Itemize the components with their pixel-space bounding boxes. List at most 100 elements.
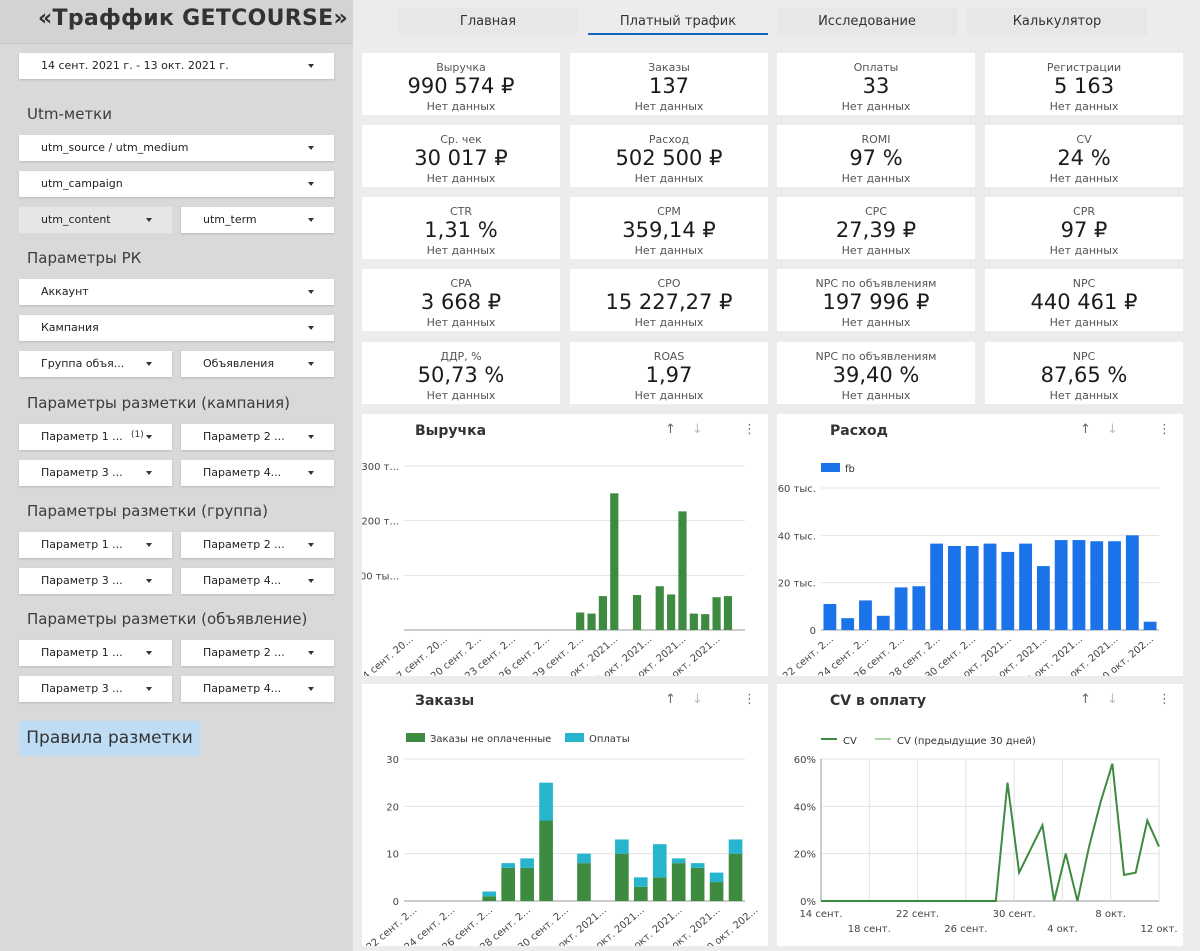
more-vert-icon[interactable]: ⋮ — [743, 422, 756, 437]
bar-paid — [539, 782, 553, 821]
filter-campaign[interactable]: Кампания — [19, 315, 334, 341]
filter-label: utm_content — [41, 213, 111, 226]
metric-title: NPC — [1072, 277, 1096, 290]
filter-campaign-param-1[interactable]: Параметр 1 ... (1) — [19, 424, 172, 450]
tab-main[interactable]: Главная — [398, 8, 578, 35]
metric-title: ROAS — [653, 350, 685, 363]
filter-label: utm_term — [203, 213, 257, 226]
metric-comparison: Нет данных — [426, 244, 496, 257]
filter-ad-group[interactable]: Группа объя... — [19, 351, 172, 377]
filter-label: Параметр 1 ... — [41, 430, 123, 443]
filter-utm-campaign[interactable]: utm_campaign — [19, 171, 334, 197]
filter-group-param-1[interactable]: Параметр 1 ... — [19, 532, 172, 558]
more-vert-icon[interactable]: ⋮ — [1158, 422, 1171, 437]
filter-ad-param-3[interactable]: Параметр 3 ... — [19, 676, 172, 702]
filter-ads[interactable]: Объявления — [181, 351, 334, 377]
filter-ad-param-2[interactable]: Параметр 2 ... — [181, 640, 334, 666]
chevron-down-icon — [308, 218, 314, 222]
arrow-down-icon[interactable]: ↓ — [1107, 422, 1118, 437]
arrow-up-icon[interactable]: ↑ — [1080, 422, 1091, 437]
spend-chart-panel: 60 тыс. 40 тыс. 20 тыс. 0 22 сент. 2... 24 се… — [777, 414, 1183, 676]
bar — [1125, 535, 1139, 630]
filter-group-param-4[interactable]: Параметр 4... — [181, 568, 334, 594]
metric-comparison: Нет данных — [841, 389, 911, 402]
arrow-down-icon[interactable]: ↓ — [692, 422, 703, 437]
metric-value: 97 % — [849, 146, 903, 170]
chevron-down-icon — [308, 362, 314, 366]
arrow-up-icon[interactable]: ↑ — [665, 422, 676, 437]
metric-card: CPC 27,39 ₽ Нет данных — [777, 197, 975, 259]
spend-chart: 60 тыс.40 тыс.20 тыс.022 сент. 2...24 се… — [778, 463, 1159, 676]
filter-label: Параметр 4... — [203, 682, 282, 695]
bar-unpaid — [615, 853, 629, 901]
legend-label: CV (предыдущие 30 дней) — [897, 736, 1036, 747]
filter-group-param-2[interactable]: Параметр 2 ... — [181, 532, 334, 558]
filter-label: Параметр 2 ... — [203, 430, 285, 443]
metric-value: 1,31 % — [424, 218, 498, 242]
metric-comparison: Нет данных — [634, 100, 704, 113]
bar-unpaid — [501, 867, 516, 901]
bar — [598, 596, 608, 630]
bar — [841, 618, 855, 630]
chevron-down-icon — [308, 146, 314, 150]
tab-calculator[interactable]: Калькулятор — [967, 8, 1147, 35]
filter-ad-param-1[interactable]: Параметр 1 ... — [19, 640, 172, 666]
metric-title: Выручка — [436, 61, 486, 74]
bar — [610, 493, 619, 630]
filter-campaign-param-3[interactable]: Параметр 3 ... — [19, 460, 172, 486]
more-vert-icon[interactable]: ⋮ — [1158, 692, 1171, 707]
chevron-down-icon — [308, 579, 314, 583]
arrow-down-icon[interactable]: ↓ — [692, 692, 703, 707]
legend-label: CV — [843, 736, 857, 747]
bar — [1036, 566, 1050, 630]
markup-rules-button[interactable]: Правила разметки — [19, 721, 200, 756]
metric-card: ROAS 1,97 Нет данных — [570, 342, 768, 404]
chevron-down-icon — [146, 218, 152, 222]
metric-value: 27,39 ₽ — [835, 218, 917, 242]
tab-research[interactable]: Исследование — [777, 8, 957, 35]
filter-group-param-3[interactable]: Параметр 3 ... — [19, 568, 172, 594]
metric-value: 24 % — [1057, 146, 1111, 170]
filter-utm-content[interactable]: utm_content — [19, 207, 172, 233]
bar — [576, 612, 585, 630]
metric-comparison: Нет данных — [426, 172, 496, 185]
bar-unpaid — [671, 863, 686, 901]
filter-campaign-param-2[interactable]: Параметр 2 ... — [181, 424, 334, 450]
bar — [930, 543, 944, 630]
metric-card: CTR 1,31 % Нет данных — [362, 197, 560, 259]
bar — [701, 614, 710, 630]
tab-paid-traffic[interactable]: Платный трафик — [588, 8, 768, 35]
chart-title: Выручка — [415, 423, 487, 439]
metric-title: NPC по объявлениям — [815, 350, 937, 363]
metric-value: 137 — [648, 74, 690, 98]
filter-utm-term[interactable]: utm_term — [181, 207, 334, 233]
bar — [859, 600, 872, 630]
date-range-picker[interactable]: 14 сент. 2021 г. - 13 окт. 2021 г. — [19, 53, 334, 79]
arrow-down-icon[interactable]: ↓ — [1107, 692, 1118, 707]
metric-comparison: Нет данных — [1049, 389, 1119, 402]
metric-value: 30 017 ₽ — [414, 146, 508, 170]
metric-comparison: Нет данных — [1049, 172, 1119, 185]
bar — [823, 603, 837, 630]
arrow-up-icon[interactable]: ↑ — [665, 692, 676, 707]
legend-label: Заказы не оплаченные — [430, 734, 551, 745]
bar-unpaid — [633, 886, 648, 901]
metric-title: CPR — [1073, 205, 1095, 218]
metric-title: Оплаты — [853, 61, 899, 74]
filter-utm-source-medium[interactable]: utm_source / utm_medium — [19, 135, 334, 161]
cv-line — [821, 763, 1160, 902]
filter-account[interactable]: Аккаунт — [19, 279, 334, 305]
metric-value: 440 461 ₽ — [1030, 290, 1138, 314]
more-vert-icon[interactable]: ⋮ — [743, 692, 756, 707]
chevron-down-icon — [146, 651, 152, 655]
filter-campaign-param-4[interactable]: Параметр 4... — [181, 460, 334, 486]
filter-label: Параметр 1 ... — [41, 646, 123, 659]
x-tick-label: 26 сент. — [944, 924, 987, 935]
bar-paid — [520, 858, 534, 868]
arrow-up-icon[interactable]: ↑ — [1080, 692, 1091, 707]
legend-label: Оплаты — [589, 734, 630, 745]
filter-ad-param-4[interactable]: Параметр 4... — [181, 676, 334, 702]
y-tick-label: 0 — [810, 626, 816, 637]
metric-comparison: Нет данных — [1049, 244, 1119, 257]
chevron-down-icon — [308, 687, 314, 691]
